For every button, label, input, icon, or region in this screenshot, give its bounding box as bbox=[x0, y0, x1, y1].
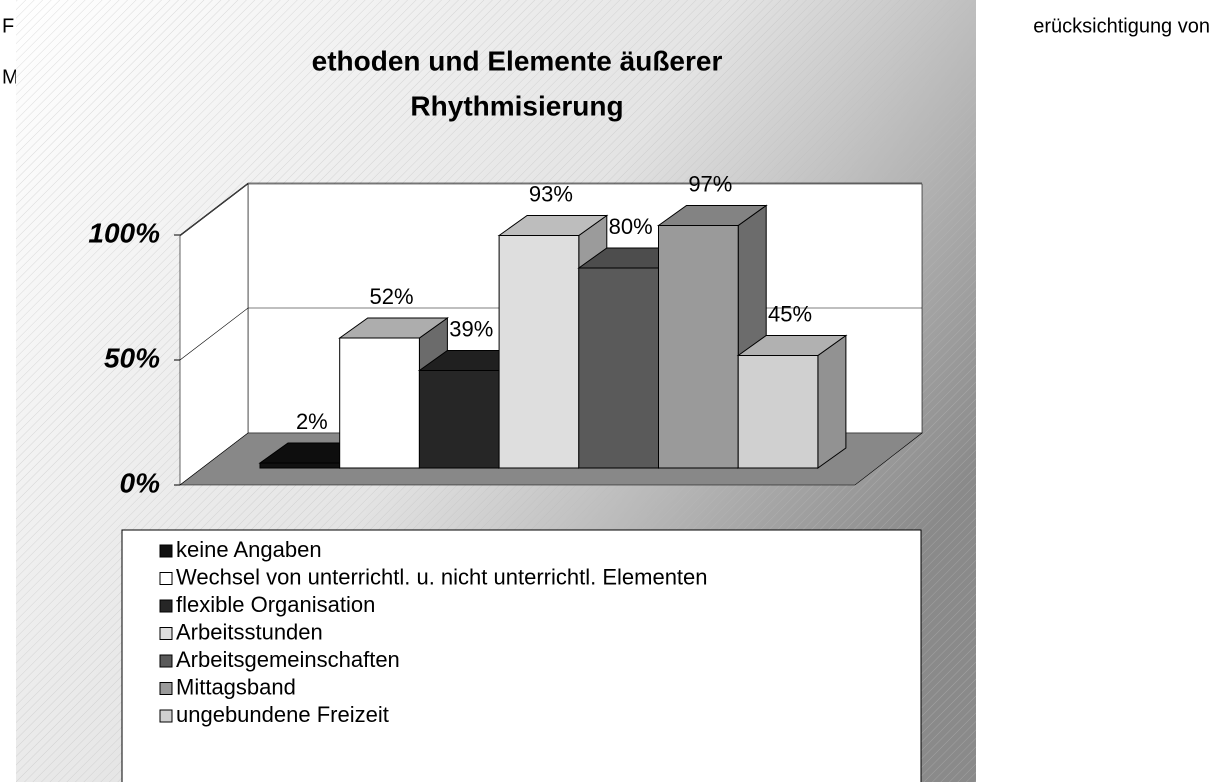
data-label: 93% bbox=[529, 181, 573, 206]
legend-label: keine Angaben bbox=[176, 537, 322, 562]
legend-swatch bbox=[159, 709, 173, 723]
legend-swatch bbox=[159, 654, 173, 668]
legend-swatch bbox=[159, 682, 173, 695]
legend-label: Mittagsband bbox=[176, 674, 296, 699]
legend-swatch bbox=[159, 544, 173, 558]
bar bbox=[339, 337, 420, 469]
legend-swatch bbox=[159, 627, 173, 640]
bar bbox=[658, 225, 739, 469]
data-label: 45% bbox=[768, 301, 812, 326]
legend-label: flexible Organisation bbox=[176, 592, 375, 617]
legend bbox=[121, 529, 922, 782]
doc-text: F bbox=[2, 15, 14, 37]
legend-swatch bbox=[159, 572, 173, 585]
doc-text: M bbox=[2, 66, 19, 88]
side-wall bbox=[179, 183, 249, 486]
chart-title: Rhythmisierung bbox=[410, 90, 623, 121]
data-label: 52% bbox=[370, 284, 414, 309]
bar bbox=[737, 355, 819, 469]
y-tick-label: 0% bbox=[120, 467, 161, 498]
bar bbox=[259, 462, 341, 469]
data-label: 39% bbox=[449, 316, 493, 341]
legend-label: Arbeitsgemeinschaften bbox=[176, 647, 400, 672]
chart-title: ethoden und Elemente äußerer bbox=[312, 45, 723, 76]
bar bbox=[498, 235, 580, 469]
legend-swatch bbox=[159, 599, 173, 613]
legend-label: ungebundene Freizeit bbox=[176, 702, 389, 727]
data-label: 2% bbox=[296, 409, 328, 434]
y-tick-label: 100% bbox=[88, 217, 160, 248]
grid-line bbox=[179, 182, 922, 236]
data-label: 97% bbox=[688, 171, 732, 196]
legend-label: Arbeitsstunden bbox=[176, 619, 323, 644]
bar bbox=[418, 370, 500, 469]
data-label: 80% bbox=[609, 214, 653, 239]
legend-label: Wechsel von unterrichtl. u. nicht unterr… bbox=[176, 564, 708, 589]
bar-side bbox=[817, 334, 847, 469]
y-tick-label: 50% bbox=[104, 342, 160, 373]
bar bbox=[578, 267, 659, 469]
doc-text: erücksichtigung von bbox=[1033, 15, 1210, 37]
